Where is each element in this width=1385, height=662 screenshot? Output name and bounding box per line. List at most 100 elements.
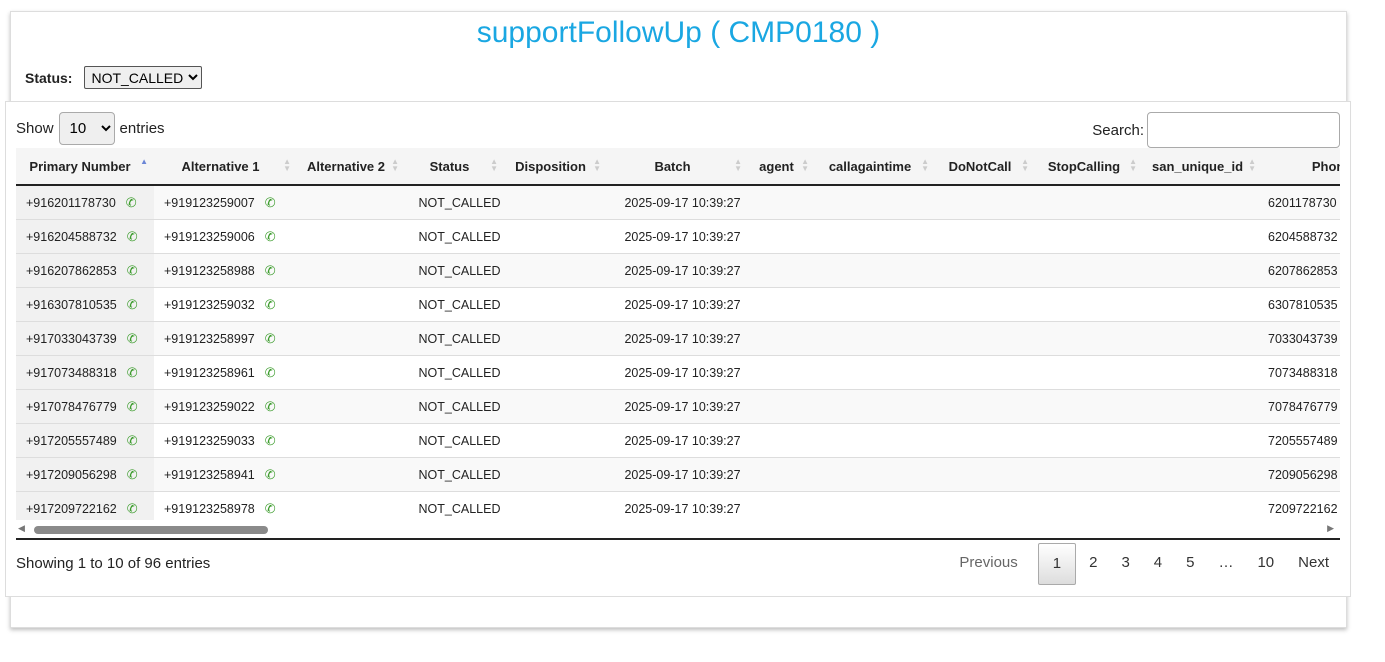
search-box: Search:: [1092, 112, 1340, 148]
cell-phone-no: 7209722162: [1262, 491, 1340, 520]
cell-donotcall: [935, 355, 1035, 390]
column-header-san-unique-id[interactable]: san_unique_id ▲ ▼: [1143, 148, 1262, 186]
cell-value: 7073488318: [1268, 365, 1338, 380]
data-table: Primary Number ▲ Alternative 1 ▲ ▼ Alternativ…: [16, 148, 1340, 520]
phone-icon[interactable]: ✆: [125, 194, 137, 210]
phone-icon[interactable]: ✆: [126, 262, 138, 278]
table-scroll-area: Primary Number ▲ Alternative 1 ▲ ▼ Alternativ…: [16, 148, 1340, 520]
next-button[interactable]: Next: [1298, 554, 1329, 571]
phone-icon[interactable]: ✆: [126, 466, 138, 482]
cell-value: NOT_CALLED: [418, 467, 501, 482]
column-header-batch[interactable]: Batch ▲ ▼: [607, 148, 748, 186]
phone-icon[interactable]: ✆: [264, 228, 276, 244]
show-label: Show: [16, 120, 54, 137]
phone-icon[interactable]: ✆: [264, 364, 276, 380]
table-row: +917209722162 ✆ +919123258978 ✆ NOT_CALLED 20…: [16, 491, 1340, 520]
cell-alternative-1: +919123259007 ✆: [154, 185, 297, 220]
cell-agent: [748, 219, 815, 254]
scroll-right-icon[interactable]: ▶: [1327, 523, 1334, 533]
cell-stopcalling: [1035, 491, 1143, 520]
cell-value: +919123258988: [164, 263, 255, 278]
status-filter-select[interactable]: NOT_CALLED: [84, 66, 203, 89]
column-header-phone-no[interactable]: Phone_No▲▼: [1262, 148, 1340, 186]
column-header-alternative-2[interactable]: Alternative 2 ▲ ▼: [297, 148, 405, 186]
phone-icon[interactable]: ✆: [264, 466, 276, 482]
cell-value: 2025-09-17 10:39:27: [624, 365, 741, 380]
phone-icon[interactable]: ✆: [264, 262, 276, 278]
page-button-2[interactable]: 2: [1089, 554, 1098, 571]
cell-value: 2025-09-17 10:39:27: [624, 331, 741, 346]
cell-disposition: [504, 423, 607, 458]
cell-donotcall: [935, 423, 1035, 458]
cell-value: +916307810535: [26, 297, 117, 312]
phone-icon[interactable]: ✆: [126, 432, 138, 448]
phone-icon[interactable]: ✆: [264, 330, 276, 346]
cell-value: 2025-09-17 10:39:27: [624, 399, 741, 414]
cell-san-unique-id: [1143, 423, 1262, 458]
column-header-donotcall[interactable]: DoNotCall ▲ ▼: [935, 148, 1035, 186]
table-row: +916201178730 ✆ +919123259007 ✆ NOT_CALLED 20…: [16, 185, 1340, 220]
cell-value: +919123258997: [164, 331, 255, 346]
cell-primary-number: +917209722162 ✆: [16, 491, 154, 520]
cell-agent: [748, 321, 815, 356]
phone-icon[interactable]: ✆: [126, 330, 138, 346]
cell-callagaintime: [815, 457, 935, 492]
column-label: Batch: [654, 158, 691, 174]
page-button-4[interactable]: 4: [1153, 554, 1163, 571]
cell-stopcalling: [1035, 253, 1143, 288]
cell-alternative-1: +919123259033 ✆: [154, 423, 297, 458]
search-input[interactable]: [1147, 112, 1340, 148]
page-button-3[interactable]: 3: [1121, 554, 1130, 571]
pagination: Previous 1 2 3 4 5 … 10 Next: [939, 543, 1340, 585]
horizontal-scrollbar[interactable]: ◀ ▶: [16, 521, 1340, 540]
column-header-disposition[interactable]: Disposition ▲ ▼: [504, 148, 607, 186]
phone-icon[interactable]: ✆: [126, 228, 138, 244]
cell-value: 7205557489: [1268, 433, 1338, 448]
cell-callagaintime: [815, 423, 935, 458]
cell-callagaintime: [815, 287, 935, 322]
phone-icon[interactable]: ✆: [264, 296, 276, 312]
phone-icon[interactable]: ✆: [126, 398, 138, 414]
cell-value: +916207862853: [26, 263, 117, 278]
cell-callagaintime: [815, 185, 935, 220]
cell-status: NOT_CALLED: [405, 253, 504, 288]
sort-arrows-icon: ▲ ▼: [801, 157, 809, 173]
page-button-10[interactable]: 10: [1257, 554, 1275, 571]
cell-batch: 2025-09-17 10:39:27: [607, 219, 748, 254]
phone-icon[interactable]: ✆: [126, 296, 138, 312]
cell-alternative-1: +919123259006 ✆: [154, 219, 297, 254]
phone-icon[interactable]: ✆: [264, 432, 276, 448]
column-header-stopcalling[interactable]: StopCalling ▲ ▼: [1035, 148, 1143, 186]
cell-batch: 2025-09-17 10:39:27: [607, 491, 748, 520]
cell-alternative-2: [297, 423, 405, 458]
page-button-5[interactable]: 5: [1186, 554, 1195, 571]
search-label: Search:: [1092, 121, 1144, 139]
previous-button[interactable]: Previous: [959, 554, 1018, 571]
phone-icon[interactable]: ✆: [264, 398, 276, 414]
column-header-callagaintime[interactable]: callagaintime ▲ ▼: [815, 148, 935, 186]
cell-donotcall: [935, 219, 1035, 254]
cell-agent: [748, 423, 815, 458]
column-header-status[interactable]: Status ▲ ▼: [405, 148, 504, 186]
column-header-primary-number[interactable]: Primary Number ▲: [16, 148, 154, 186]
table-row: +917073488318 ✆ +919123258961 ✆ NOT_CALLED 20…: [16, 355, 1340, 390]
phone-icon[interactable]: ✆: [264, 194, 276, 210]
phone-icon[interactable]: ✆: [264, 500, 276, 516]
cell-value: +919123259022: [164, 399, 255, 414]
cell-status: NOT_CALLED: [405, 423, 504, 458]
entries-select[interactable]: 10: [58, 112, 115, 145]
column-header-alternative-1[interactable]: Alternative 1 ▲ ▼: [154, 148, 297, 186]
phone-icon[interactable]: ✆: [126, 364, 138, 380]
cell-value: +919123258961: [164, 365, 255, 380]
entries-label: entries: [119, 120, 165, 137]
table-info: Showing 1 to 10 of 96 entries: [16, 555, 211, 572]
scroll-left-icon[interactable]: ◀: [18, 523, 25, 533]
cell-phone-no: 7205557489: [1262, 423, 1340, 458]
page-button-1[interactable]: 1: [1037, 543, 1077, 585]
scrollbar-thumb[interactable]: [34, 526, 268, 534]
cell-status: NOT_CALLED: [405, 321, 504, 356]
column-header-agent[interactable]: agent ▲ ▼: [748, 148, 815, 186]
cell-alternative-1: +919123258941 ✆: [154, 457, 297, 492]
phone-icon[interactable]: ✆: [126, 500, 138, 516]
pagination-ellipsis[interactable]: …: [1218, 554, 1234, 571]
